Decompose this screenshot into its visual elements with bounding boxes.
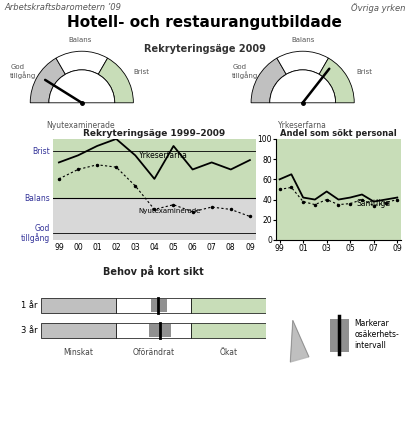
Bar bbox=[53, 198, 256, 256]
Text: Balans: Balans bbox=[291, 37, 315, 43]
Wedge shape bbox=[30, 58, 65, 103]
Text: Nyutexaminerade: Nyutexaminerade bbox=[139, 208, 201, 214]
Bar bbox=[116, 322, 191, 338]
Text: God
tillgång: God tillgång bbox=[10, 64, 36, 79]
Text: Hotell- och restaurangutbildade: Hotell- och restaurangutbildade bbox=[67, 15, 342, 30]
Bar bbox=[116, 298, 191, 313]
Bar bbox=[149, 324, 171, 337]
Text: Arbetskraftsbarometern ’09: Arbetskraftsbarometern ’09 bbox=[4, 3, 121, 12]
Text: 3 år: 3 år bbox=[21, 326, 38, 335]
Text: Balans: Balans bbox=[68, 37, 92, 43]
Text: Brist: Brist bbox=[133, 69, 149, 75]
Bar bbox=[191, 322, 266, 338]
Text: Yrkeserfarna: Yrkeserfarna bbox=[278, 121, 327, 130]
Text: Brist: Brist bbox=[356, 69, 372, 75]
Wedge shape bbox=[319, 58, 354, 103]
Text: Yrkeserfarna: Yrkeserfarna bbox=[139, 151, 188, 160]
Text: 1 år: 1 år bbox=[21, 301, 38, 310]
Bar bbox=[151, 299, 167, 312]
Wedge shape bbox=[251, 58, 286, 103]
Title: Behov på kort sikt: Behov på kort sikt bbox=[103, 265, 204, 277]
Text: Oförändrat: Oförändrat bbox=[133, 348, 174, 357]
Text: Rekryteringsäge 2009: Rekryteringsäge 2009 bbox=[144, 44, 265, 54]
Text: Samtliga: Samtliga bbox=[356, 199, 390, 208]
Wedge shape bbox=[56, 51, 108, 74]
Bar bbox=[41, 322, 116, 338]
Text: Markerar
osäkerhets-
intervall: Markerar osäkerhets- intervall bbox=[354, 319, 399, 350]
Text: Övriga yrken: Övriga yrken bbox=[351, 3, 405, 13]
Bar bbox=[191, 298, 266, 313]
Text: Minskat: Minskat bbox=[63, 348, 94, 357]
Wedge shape bbox=[98, 58, 133, 103]
FancyBboxPatch shape bbox=[273, 303, 405, 410]
Text: God
tillgång: God tillgång bbox=[232, 64, 258, 79]
Text: Nyutexaminerade: Nyutexaminerade bbox=[46, 121, 115, 130]
Text: Ökat: Ökat bbox=[219, 348, 237, 357]
Wedge shape bbox=[277, 51, 328, 74]
Wedge shape bbox=[49, 70, 115, 103]
Bar bbox=[53, 127, 256, 198]
Bar bbox=[330, 319, 349, 352]
Title: Rekryteringsäge 1999–2009: Rekryteringsäge 1999–2009 bbox=[83, 129, 225, 138]
Bar bbox=[41, 298, 116, 313]
Wedge shape bbox=[270, 70, 335, 103]
Title: Andel som sökt personal: Andel som sökt personal bbox=[280, 129, 397, 138]
Polygon shape bbox=[290, 321, 309, 362]
